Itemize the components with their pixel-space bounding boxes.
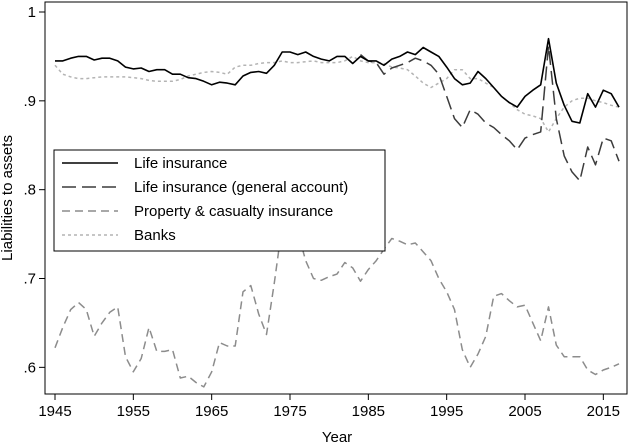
series-line-0: [55, 37, 620, 124]
legend-label-0: Life insurance: [134, 155, 227, 172]
y-tick-label: 1: [28, 4, 36, 21]
y-tick-label: .7: [23, 271, 36, 288]
x-tick-label: 1995: [430, 403, 463, 420]
x-tick-label: 1945: [38, 403, 71, 420]
axes: .6 .7 .8 .9 1 1945 1955 1965 1975 1985 1995 2005 201…: [23, 4, 620, 420]
legend-label-3: Banks: [134, 227, 176, 244]
series-layer: [54, 37, 620, 388]
legend-label-2: Property & casualty insurance: [134, 203, 333, 220]
series-line-1: [360, 45, 620, 182]
x-tick-label: 1985: [352, 403, 385, 420]
legend-label-1: Life insurance (general account): [134, 179, 348, 196]
y-axis-label: Liabilities to assets: [0, 135, 16, 261]
x-tick-label: 1965: [195, 403, 228, 420]
x-axis-label: Year: [322, 429, 352, 444]
x-tick-label: 2015: [587, 403, 620, 420]
legend-box: [53, 149, 386, 252]
x-tick-label: 1975: [273, 403, 306, 420]
y-tick-label: .8: [23, 182, 36, 199]
y-tick-label: .9: [23, 93, 36, 110]
x-tick-label: 1955: [117, 403, 150, 420]
x-tick-label: 2005: [508, 403, 541, 420]
series-line-2: [54, 224, 620, 388]
legend: Life insurance Life insurance (general ac…: [53, 149, 386, 252]
y-tick-label: .6: [23, 359, 36, 376]
